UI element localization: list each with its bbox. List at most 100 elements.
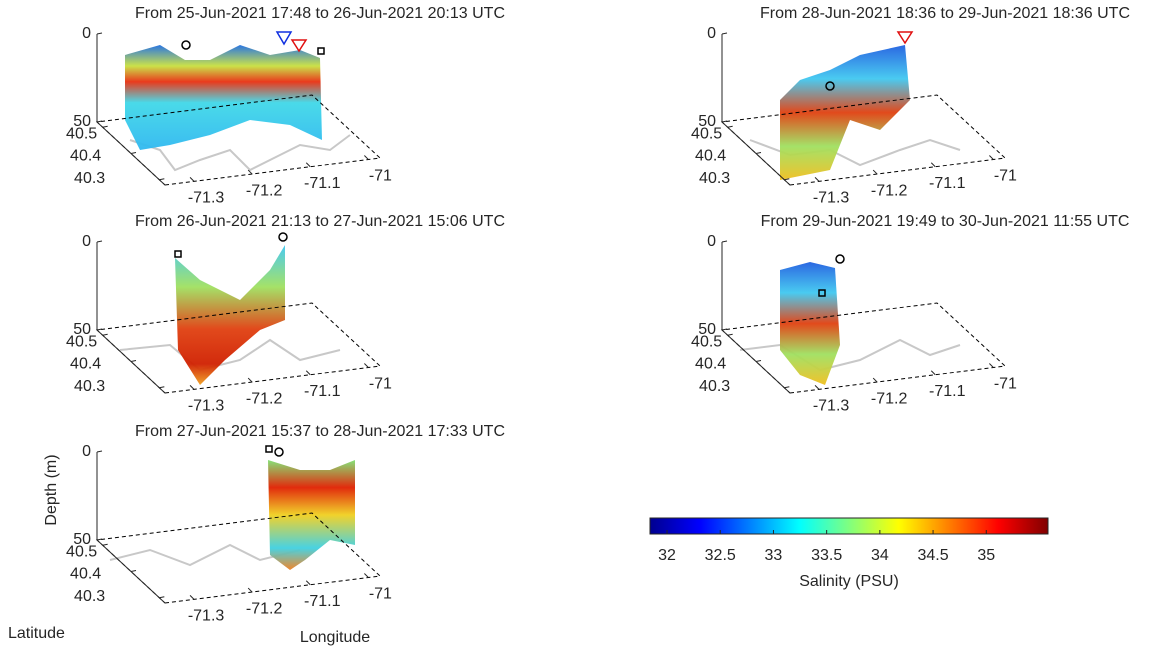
lon-tick-label: -71 [994, 168, 1017, 185]
depth-tick [96, 240, 103, 243]
lon-tick [247, 169, 253, 175]
colorbar-tick-label: 34.5 [917, 547, 948, 564]
depth-tick [96, 538, 103, 541]
triangle-marker [896, 31, 914, 45]
depth-label: Depth (m) [43, 454, 60, 525]
lat-tick [755, 152, 762, 154]
lat-tick-label: 40.3 [699, 170, 730, 187]
colorbar-tick-label: 32 [658, 547, 676, 564]
salinity-curtain [125, 45, 322, 150]
start-marker [825, 81, 835, 91]
panel-title: From 25-Jun-2021 17:48 to 26-Jun-2021 20… [135, 5, 505, 22]
lat-tick [102, 333, 108, 336]
track [119, 338, 341, 372]
triangle-marker [290, 39, 308, 53]
lat-tick [784, 178, 790, 181]
lon-tick-label: -71.2 [246, 600, 283, 617]
lat-tick [159, 596, 165, 599]
salinity-curtain [268, 460, 355, 570]
colorbar [649, 517, 1049, 535]
depth-tick [721, 120, 728, 123]
lon-tick-label: -71 [369, 376, 392, 393]
panel-title: From 29-Jun-2021 19:49 to 30-Jun-2021 11… [761, 213, 1130, 230]
depth-tick-label: 50 [698, 113, 716, 130]
lon-tick-label: -71.3 [813, 398, 850, 415]
colorbar-tick-label: 34 [871, 547, 889, 564]
lon-tick-label: -71.2 [246, 182, 283, 199]
markers [174, 31, 914, 457]
lon-tick [189, 384, 195, 390]
lat-tick [159, 386, 165, 389]
start-marker [835, 254, 845, 264]
lon-tick-label: -71.1 [304, 383, 341, 400]
lat-tick [130, 570, 137, 572]
salinity-curtain [780, 45, 910, 180]
panel-title: From 28-Jun-2021 18:36 to 29-Jun-2021 18… [760, 5, 1130, 22]
depth-tick-label: 0 [707, 25, 716, 42]
panel-title: From 26-Jun-2021 21:13 to 27-Jun-2021 15… [135, 213, 505, 230]
depth-tick-label: 0 [82, 25, 91, 42]
colorbar-tick-label: 35 [977, 547, 995, 564]
lon-tick [305, 580, 311, 586]
lon-tick [247, 587, 253, 593]
lat-tick-label: 40.3 [74, 170, 105, 187]
lon-tick-label: -71.1 [304, 593, 341, 610]
lon-tick-label: -71.3 [188, 398, 225, 415]
depth-tick-label: 0 [707, 233, 716, 250]
depth-tick-label: 0 [82, 443, 91, 460]
lon-tick [872, 377, 878, 383]
depth-tick [96, 450, 103, 453]
lat-tick [130, 360, 137, 362]
lon-label: Longitude [300, 629, 370, 646]
depth-tick [721, 240, 728, 243]
lat-tick [784, 386, 790, 389]
lon-tick [872, 169, 878, 175]
lat-tick-label: 40.3 [74, 588, 105, 605]
lat-tick [102, 543, 108, 546]
lon-tick-label: -71.1 [929, 383, 966, 400]
lat-tick-label: 40.5 [691, 126, 722, 143]
colorbar-label: Salinity (PSU) [799, 573, 899, 590]
lon-tick [189, 176, 195, 182]
lat-tick-label: 40.3 [74, 378, 105, 395]
floor-box [720, 302, 1007, 394]
lat-tick-label: 40.4 [695, 148, 726, 165]
lat-tick-label: 40.4 [70, 356, 101, 373]
depth-tick-label: 50 [698, 321, 716, 338]
lon-tick [814, 384, 820, 390]
lon-tick-label: -71 [994, 376, 1017, 393]
panel-title: From 27-Jun-2021 15:37 to 28-Jun-2021 17… [135, 423, 505, 440]
salinity-curtain [175, 245, 285, 385]
colorbar-tick-label: 33.5 [811, 547, 842, 564]
end-marker [317, 47, 325, 55]
decor [109, 31, 961, 570]
lat-tick-label: 40.4 [695, 356, 726, 373]
lon-tick [814, 176, 820, 182]
salinity-curtain [780, 262, 840, 385]
lon-tick-label: -71.2 [871, 390, 908, 407]
lon-tick [189, 594, 195, 600]
lon-tick [305, 162, 311, 168]
lon-tick [364, 573, 369, 578]
lat-tick [130, 152, 137, 154]
lat-tick [727, 333, 733, 336]
lat-tick-label: 40.5 [691, 334, 722, 351]
depth-tick-label: 50 [73, 531, 91, 548]
end-marker [174, 250, 182, 258]
end-marker [818, 289, 826, 297]
lat-tick [159, 178, 165, 181]
start-marker [274, 447, 284, 457]
track [129, 134, 351, 172]
end-marker [265, 445, 273, 453]
lon-tick [247, 377, 253, 383]
lon-tick-label: -71.3 [188, 190, 225, 207]
lon-tick-label: -71 [369, 168, 392, 185]
lat-tick [102, 125, 108, 128]
lon-tick-label: -71.1 [304, 175, 341, 192]
depth-tick [721, 32, 728, 35]
lon-tick [930, 370, 936, 376]
lat-tick-label: 40.4 [70, 566, 101, 583]
lon-tick-label: -71.3 [188, 608, 225, 625]
track [739, 338, 961, 372]
